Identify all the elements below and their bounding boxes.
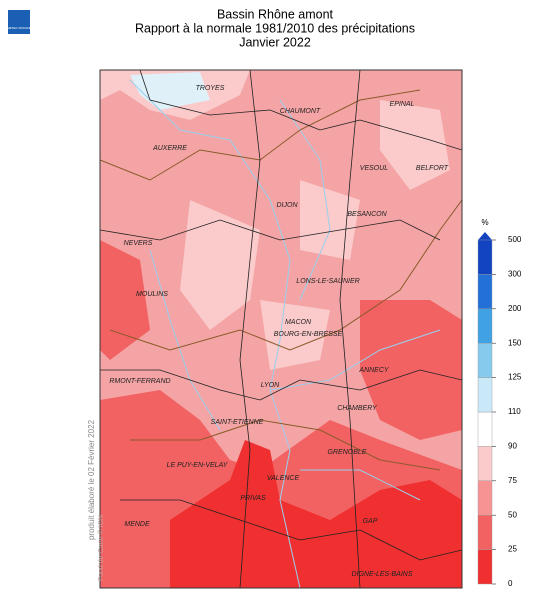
city-label: CHAUMONT xyxy=(280,108,321,115)
legend-swatch xyxy=(477,480,493,516)
city-label: NEVERS xyxy=(124,240,153,247)
side-note: produit élaboré le 02 Février 2022 xyxy=(87,419,96,540)
legend-unit: % xyxy=(481,218,488,227)
city-label: GAP xyxy=(363,518,378,525)
legend-swatch xyxy=(477,377,493,413)
city-label: AUXERRE xyxy=(152,145,187,152)
city-label: RMONT-FERRAND xyxy=(109,378,170,385)
legend-swatch xyxy=(477,343,493,378)
city-label: BELFORT xyxy=(416,165,449,172)
title: Bassin Rhône amont xyxy=(217,7,334,21)
legend-tick-label: 50 xyxy=(508,510,517,519)
legend-tick-label: 125 xyxy=(508,373,522,382)
map xyxy=(100,70,462,588)
city-label: VALENCE xyxy=(267,475,300,482)
legend-swatch xyxy=(477,308,493,344)
city-label: EPINAL xyxy=(390,101,415,108)
logo xyxy=(8,10,30,34)
legend-swatch xyxy=(477,446,493,481)
legend-tick-label: 0 xyxy=(508,579,513,588)
city-label: GRENOBLE xyxy=(328,449,367,456)
legend-tick-label: 25 xyxy=(508,545,517,554)
map-frame xyxy=(99,69,463,589)
city-label: LE PUY-EN-VELAY xyxy=(167,462,229,469)
city-label: ANNECY xyxy=(358,367,390,374)
city-label: BOURG-EN-BRESSE xyxy=(274,331,343,338)
city-label: TROYES xyxy=(196,85,225,92)
legend-swatch xyxy=(477,549,493,585)
legend-tick-label: 150 xyxy=(508,338,522,347)
legend-tick-label: 110 xyxy=(508,407,521,416)
city-label: CHAMBERY xyxy=(337,405,378,412)
legend-arrow xyxy=(478,232,492,240)
legend-tick-label: 75 xyxy=(508,476,517,485)
city-label: BESANCON xyxy=(347,211,387,218)
city-label: DIGNE-LES-BAINS xyxy=(351,571,412,578)
logo-text: METEO FRANCE xyxy=(7,26,31,30)
legend-tick-label: 200 xyxy=(508,304,522,313)
city-label: LONS-LE-SAUNIER xyxy=(296,278,359,285)
legend-tick-label: 90 xyxy=(508,442,517,451)
city-label: VESOUL xyxy=(360,165,389,172)
city-label: LYON xyxy=(261,382,280,389)
legend-tick-label: 300 xyxy=(508,270,522,279)
legend-swatch xyxy=(477,239,493,275)
credit: Fond de Carte © IGN xyxy=(97,515,105,581)
legend-swatch xyxy=(477,515,493,550)
legend-swatch xyxy=(477,411,493,447)
legend-tick-label: 500 xyxy=(508,235,522,244)
legend-swatch xyxy=(477,274,493,309)
city-label: MENDE xyxy=(124,521,150,528)
city-label: MOULINS xyxy=(136,291,168,298)
city-label: PRIVAS xyxy=(240,495,266,502)
city-label: SAINT-ETIENNE xyxy=(211,419,264,426)
city-label: DIJON xyxy=(277,202,299,209)
title: Rapport à la normale 1981/2010 des préci… xyxy=(135,21,415,35)
title: Janvier 2022 xyxy=(239,35,311,49)
city-label: MACON xyxy=(285,319,312,326)
